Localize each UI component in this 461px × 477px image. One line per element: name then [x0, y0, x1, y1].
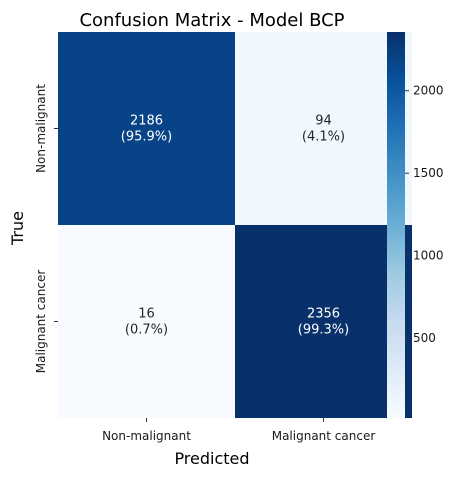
heatmap-cell [235, 225, 412, 418]
colorbar [387, 32, 405, 418]
y-axis-label: True [8, 211, 27, 246]
y-axis-ticks: Non-malignant Malignant cancer [34, 84, 58, 373]
cell-percent-label: (0.7%) [125, 323, 168, 338]
heatmap-cell [58, 32, 235, 225]
colorbar-tick-label: 500 [413, 331, 436, 345]
cell-percent-label: (95.9%) [121, 130, 172, 145]
cell-percent-label: (99.3%) [298, 323, 349, 338]
x-tick-label: Malignant cancer [272, 429, 376, 443]
heatmap-cell [235, 32, 412, 225]
cell-count-label: 16 [138, 307, 155, 322]
heatmap-cell [58, 225, 235, 418]
x-axis-label: Predicted [174, 449, 249, 468]
cell-percent-label: (4.1%) [302, 130, 345, 145]
colorbar-ticks: 500 1000 1500 2000 [405, 84, 444, 345]
cell-count-label: 2186 [130, 114, 163, 129]
colorbar-tick-label: 1500 [413, 166, 444, 180]
y-tick-label: Non-malignant [34, 84, 48, 173]
colorbar-tick-label: 1000 [413, 249, 444, 263]
x-axis-ticks: Non-malignant Malignant cancer [102, 418, 375, 443]
cell-count-label: 2356 [307, 307, 340, 322]
chart-title: Confusion Matrix - Model BCP [79, 10, 344, 31]
y-tick-label: Malignant cancer [34, 270, 48, 374]
x-tick-label: Non-malignant [102, 429, 191, 443]
heatmap-cells: 2186(95.9%) 94(4.1%) 16(0.7%) 2356(99.3%) [58, 32, 412, 418]
cell-count-label: 94 [315, 114, 332, 129]
colorbar-tick-label: 2000 [413, 84, 444, 98]
